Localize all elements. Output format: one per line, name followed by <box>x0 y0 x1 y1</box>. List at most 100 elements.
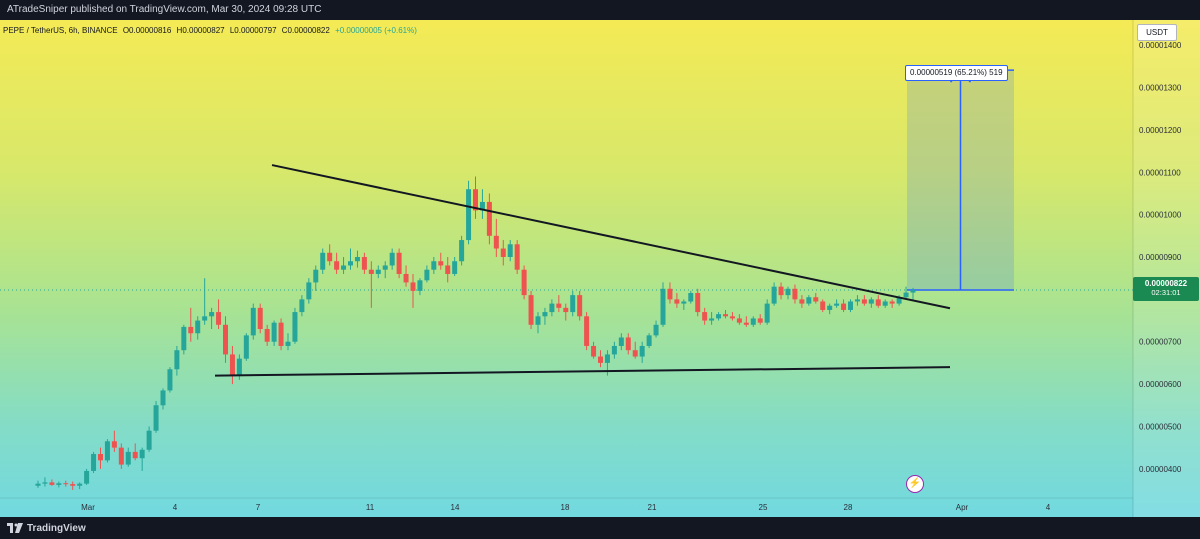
candle-body <box>320 252 326 270</box>
footer-bar: TradingView <box>0 517 1200 539</box>
candle-body <box>820 301 826 310</box>
candle-body <box>63 483 69 485</box>
time-scale-label: 4 <box>173 503 178 512</box>
candle-body <box>556 303 562 308</box>
symbol-legend: PEPE / TetherUS, 6h, BINANCE O0.00000816… <box>3 26 420 35</box>
candle-body <box>639 345 645 357</box>
candle-body <box>327 252 333 262</box>
candle-body <box>618 337 624 346</box>
candle-body <box>716 314 722 319</box>
candle-body <box>479 201 485 211</box>
candle-body <box>709 318 715 321</box>
candle-body <box>459 240 465 262</box>
candle-body <box>202 316 208 321</box>
candle-body <box>382 265 388 270</box>
price-scale-label: 0.00000900 <box>1139 253 1182 262</box>
price-scale-label: 0.00000500 <box>1139 422 1182 431</box>
high-value: H0.00000827 <box>176 26 225 35</box>
candle-body <box>160 390 166 406</box>
candle-body <box>681 301 687 304</box>
tradingview-logo-text: TradingView <box>27 522 86 534</box>
candle-body <box>535 316 541 325</box>
candle-body <box>167 369 173 391</box>
published-info: ATradeSniper published on TradingView.co… <box>7 4 322 15</box>
chart-area[interactable]: 0.00001400 0.00001300 0.00001200 0.00001100… <box>0 20 1200 517</box>
candle-body <box>236 358 242 376</box>
candle-body <box>896 297 902 304</box>
candle-body <box>827 305 833 310</box>
price-scale-label: 0.00001000 <box>1139 211 1182 220</box>
price-chart[interactable]: 0.00001400 0.00001300 0.00001200 0.00001100… <box>0 20 1200 517</box>
candle-body <box>139 449 145 459</box>
candle-body <box>257 307 263 330</box>
candle-body <box>188 326 194 334</box>
candle-body <box>674 299 680 304</box>
candle-body <box>493 235 499 249</box>
candle-body <box>341 265 347 270</box>
candle-body <box>118 447 124 465</box>
descending-trendline <box>271 164 951 310</box>
candle-body <box>195 320 201 334</box>
time-scale-label: 25 <box>759 503 768 512</box>
candle-body <box>209 312 215 317</box>
candle-body <box>354 257 360 262</box>
candle-body <box>438 261 444 266</box>
candle-body <box>584 316 590 346</box>
candle-body <box>111 441 117 448</box>
candle-body <box>667 288 673 300</box>
change-value: +0.00000005 (+0.61%) <box>335 26 417 35</box>
candle-body <box>848 301 853 310</box>
candle-body <box>903 292 909 298</box>
price-scale-label: 0.00001400 <box>1139 41 1182 50</box>
candle-body <box>528 295 534 325</box>
candle-body <box>854 299 860 302</box>
candle-body <box>278 322 284 346</box>
candle-body <box>500 248 506 257</box>
candle-body <box>604 354 610 363</box>
price-scale-label: 0.00000600 <box>1139 380 1182 389</box>
candle-body <box>625 337 631 351</box>
candle-body <box>702 312 708 321</box>
close-value: C0.00000822 <box>281 26 330 35</box>
time-scale-label: 28 <box>844 503 853 512</box>
candle-body <box>153 405 159 431</box>
candle-body <box>868 299 874 304</box>
candle-body <box>653 324 659 336</box>
tradingview-logo-icon <box>7 523 23 533</box>
candle-body <box>723 314 728 317</box>
candle-body <box>403 273 409 283</box>
candle-body <box>591 345 597 357</box>
candle-body <box>98 453 103 461</box>
candle-body <box>271 322 277 342</box>
candle-body <box>771 286 777 304</box>
bar-countdown: 02:31:01 <box>1151 288 1181 297</box>
candle-body <box>84 470 90 484</box>
current-price: 0.00000822 <box>1144 279 1188 288</box>
symbol-name[interactable]: PEPE / TetherUS, 6h, BINANCE <box>3 26 118 35</box>
price-scale-label: 0.00000700 <box>1139 338 1182 347</box>
candle-body <box>452 261 458 274</box>
currency-button[interactable]: USDT <box>1137 24 1177 41</box>
candle-body <box>507 244 513 257</box>
tradingview-logo[interactable]: TradingView <box>7 522 86 534</box>
candle-body <box>743 322 749 325</box>
candle-body <box>229 354 235 376</box>
time-scale-label: 7 <box>256 503 261 512</box>
candle-body <box>764 303 770 323</box>
candle-body <box>729 316 735 319</box>
candle-body <box>334 261 340 270</box>
candle-body <box>806 297 812 304</box>
candle-body <box>486 201 492 236</box>
candle-body <box>146 430 152 450</box>
candle-body <box>49 482 55 485</box>
candle-body <box>611 345 617 355</box>
lightning-icon[interactable]: ⚡ <box>906 475 924 493</box>
candle-body <box>313 269 319 283</box>
candle-body <box>882 301 888 306</box>
candle-body <box>348 261 353 266</box>
candle-body <box>264 329 270 342</box>
candle-body <box>632 350 638 357</box>
candle-body <box>792 288 798 300</box>
time-scale-label: 21 <box>648 503 657 512</box>
candle-body <box>688 293 694 302</box>
